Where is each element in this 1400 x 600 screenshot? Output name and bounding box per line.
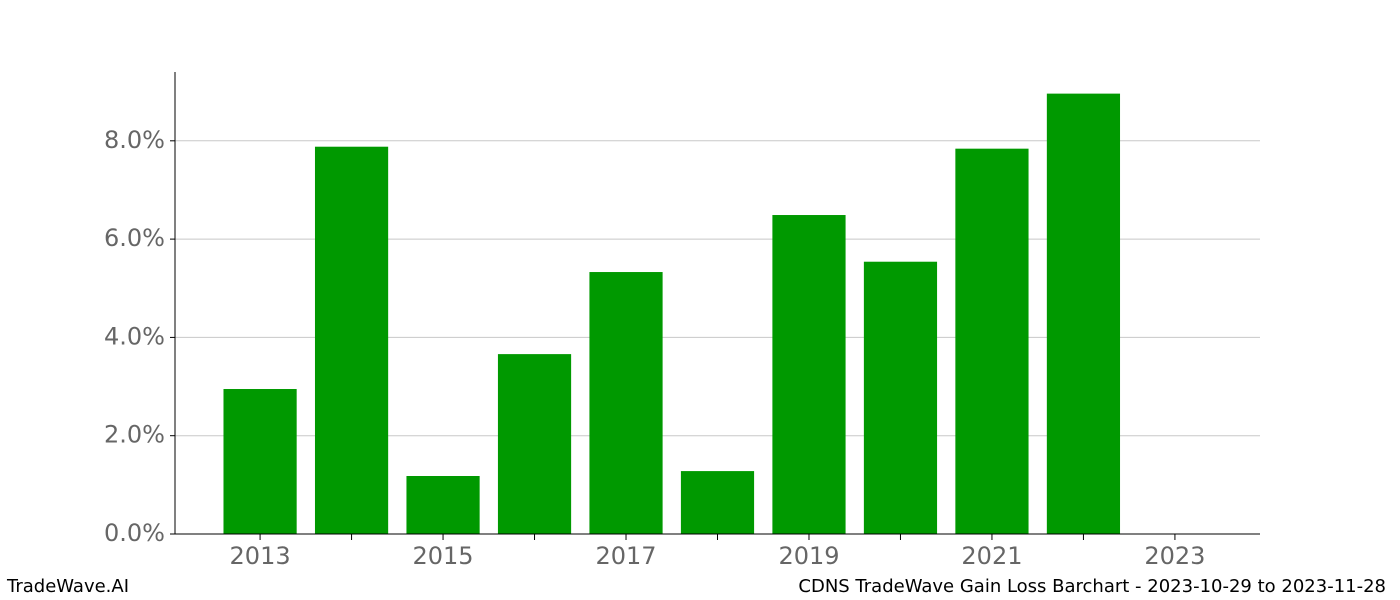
y-tick-label: 8.0% [104,126,165,154]
x-tick-label: 2015 [413,542,474,570]
y-tick-label: 6.0% [104,224,165,252]
y-tick-label: 2.0% [104,421,165,449]
bar [1046,93,1121,534]
bar [223,389,297,534]
x-tick-label: 2023 [1144,542,1205,570]
bar [406,476,480,534]
bar [863,261,938,534]
x-tick-label: 2017 [595,542,656,570]
bar [955,148,1029,534]
y-tick-label: 4.0% [104,322,165,350]
y-tick-label: 0.0% [104,519,165,547]
chart-title: CDNS TradeWave Gain Loss Barchart - 2023… [798,576,1386,597]
bar [497,354,572,534]
x-tick-label: 2021 [961,542,1022,570]
x-tick-label: 2019 [778,542,839,570]
bar [589,272,663,534]
x-tick-label: 2013 [230,542,291,570]
bar [680,471,755,534]
bar [314,146,389,534]
bar [772,215,846,534]
source: TradeWave.AI [6,576,129,597]
